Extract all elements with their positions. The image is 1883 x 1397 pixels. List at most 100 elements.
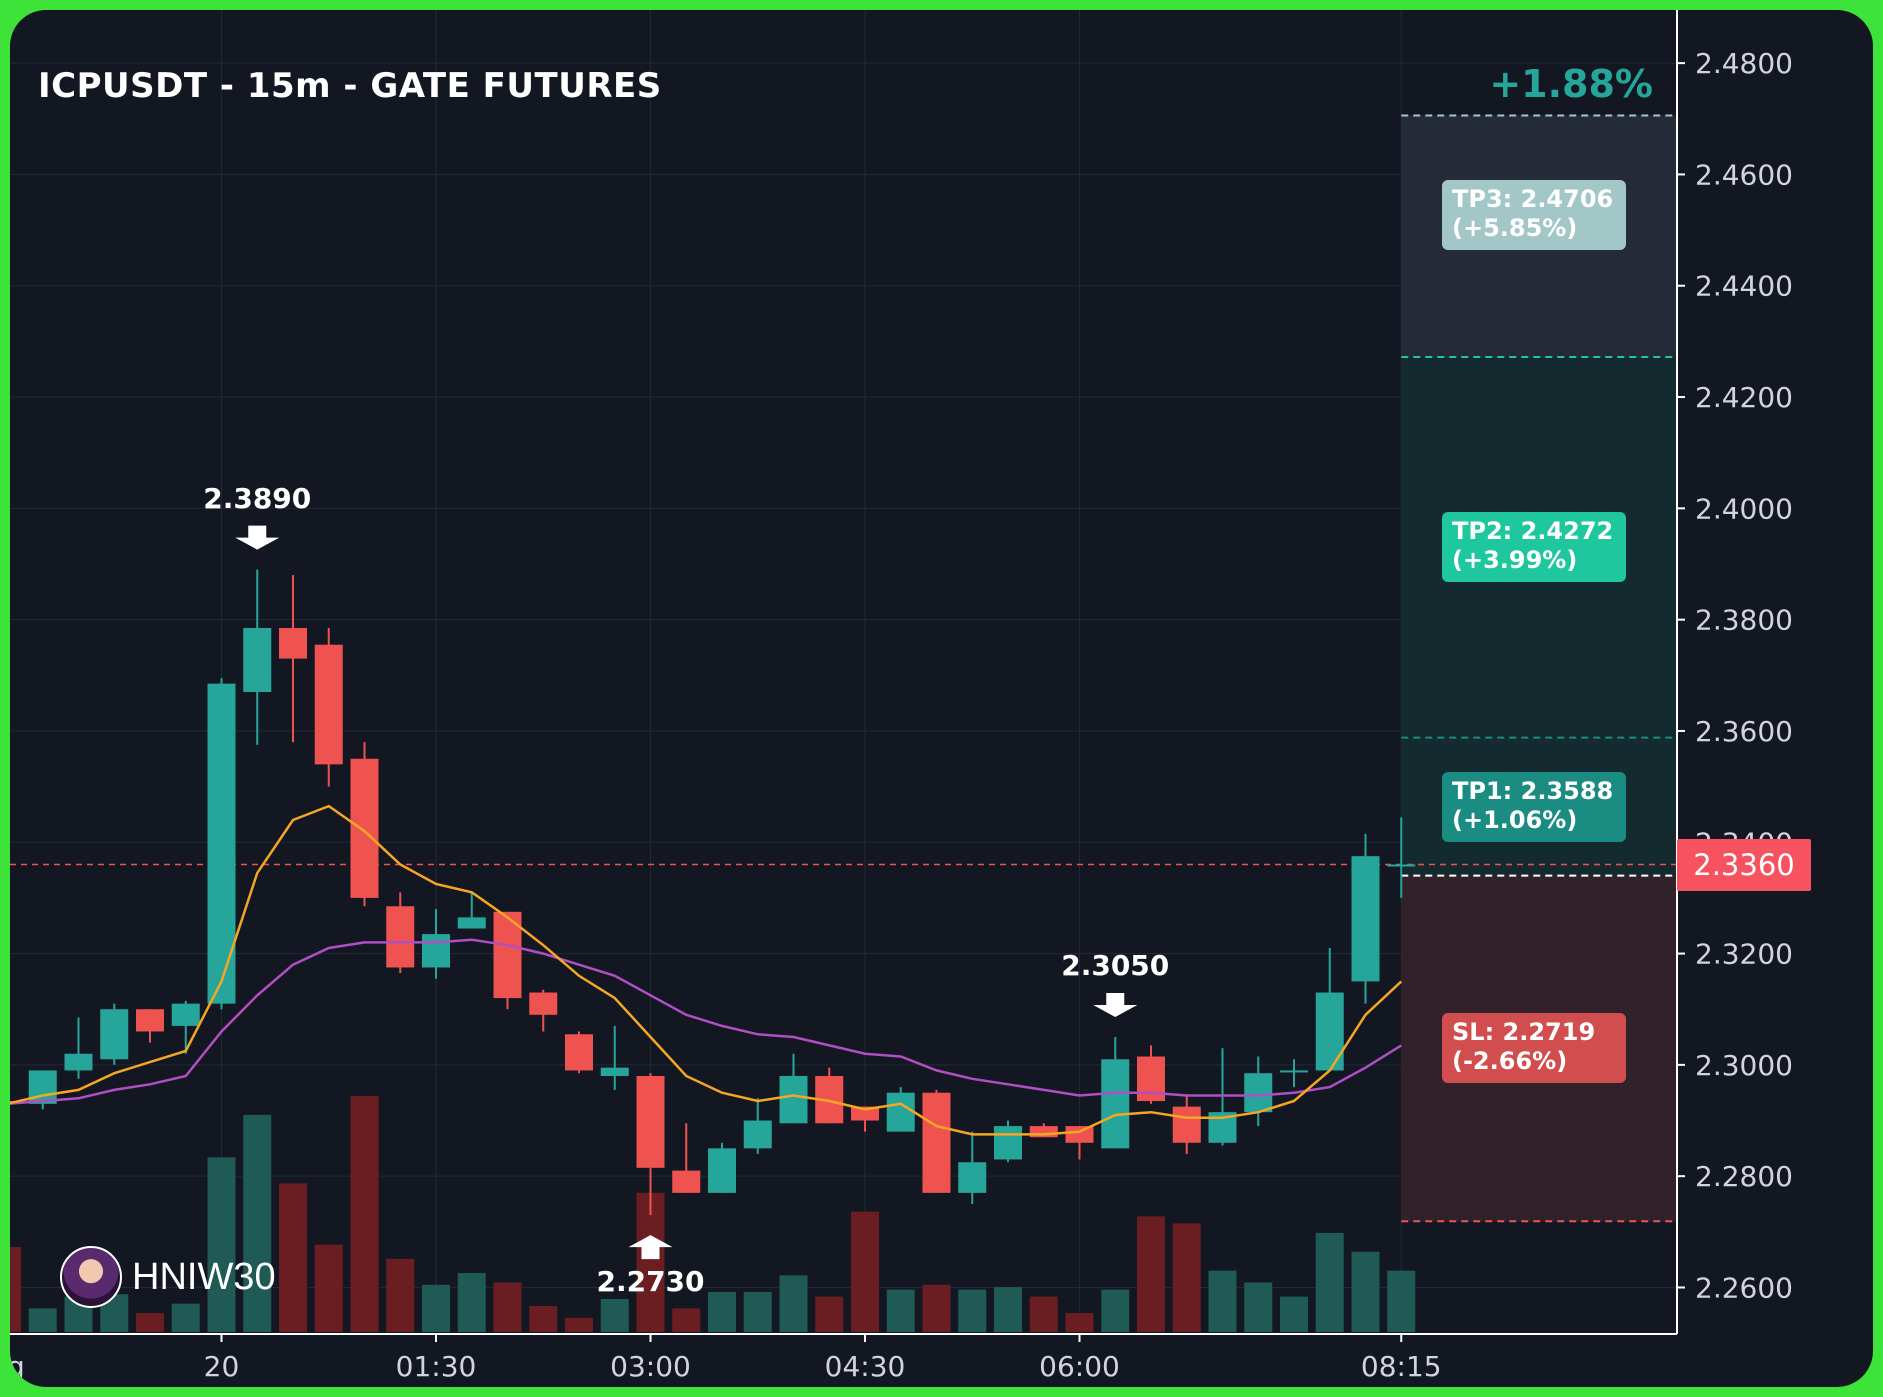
volume-bar bbox=[1172, 1223, 1201, 1332]
current-price-tag: 2.3360 bbox=[1677, 838, 1811, 891]
candle-body bbox=[243, 628, 272, 692]
candle-body bbox=[386, 906, 415, 968]
volume-bar bbox=[958, 1289, 987, 1332]
author-name: HNIW30 bbox=[132, 1255, 276, 1298]
volume-bar bbox=[600, 1298, 629, 1332]
volume-bar bbox=[815, 1296, 844, 1332]
volume-bar bbox=[1029, 1296, 1058, 1332]
y-tick-label: 2.4000 bbox=[1695, 492, 1793, 525]
candle-body bbox=[136, 1009, 164, 1032]
tp3-level-pct: (+5.85%) bbox=[1452, 214, 1578, 243]
volume-bar bbox=[279, 1183, 307, 1332]
x-tick-label: 20 bbox=[204, 1350, 240, 1383]
tp2-level-pct: (+3.99%) bbox=[1452, 546, 1578, 575]
x-tick-label: ug bbox=[10, 1350, 25, 1383]
up-arrow-icon bbox=[628, 1235, 673, 1260]
candle-body bbox=[1172, 1106, 1201, 1143]
volume-bar bbox=[136, 1313, 164, 1332]
y-tick-label: 2.2600 bbox=[1695, 1271, 1793, 1304]
candle-body bbox=[64, 1053, 93, 1071]
candle-body bbox=[457, 917, 486, 929]
x-tick-label: 01:30 bbox=[396, 1350, 477, 1383]
sl-level-box: SL: 2.2719 (-2.66%) bbox=[1442, 1013, 1626, 1084]
y-tick-label: 2.2800 bbox=[1695, 1160, 1793, 1193]
volume-bar bbox=[350, 1096, 379, 1332]
y-tick-label: 2.4800 bbox=[1695, 47, 1793, 80]
ma-slow-line bbox=[10, 938, 1402, 1105]
volume-bar bbox=[243, 1114, 272, 1332]
y-tick-label: 2.3200 bbox=[1695, 938, 1793, 971]
candle-body bbox=[708, 1148, 736, 1193]
candle-body bbox=[922, 1092, 951, 1193]
tp2-level-text: TP2: 2.4272 bbox=[1452, 517, 1614, 546]
volume-bar bbox=[1387, 1270, 1416, 1332]
candle-body bbox=[779, 1076, 808, 1124]
candle-body bbox=[171, 1003, 200, 1026]
y-tick-label: 2.3000 bbox=[1695, 1049, 1793, 1082]
volume-bar bbox=[1065, 1313, 1094, 1332]
volume-bar bbox=[743, 1291, 772, 1332]
volume-bar bbox=[994, 1287, 1022, 1332]
y-tick-label: 2.3800 bbox=[1695, 604, 1793, 637]
candle-body bbox=[565, 1034, 593, 1071]
candle-body bbox=[279, 628, 307, 659]
candle-body bbox=[1280, 1070, 1308, 1073]
volume-bar bbox=[1101, 1289, 1130, 1332]
volume-bar bbox=[529, 1306, 558, 1332]
candle-body bbox=[600, 1067, 629, 1076]
volume-bars bbox=[10, 1096, 1416, 1332]
volume-bar bbox=[636, 1192, 665, 1332]
volume-bar bbox=[1351, 1251, 1380, 1332]
candles bbox=[10, 569, 1416, 1216]
ma-fast-line bbox=[10, 804, 1403, 1136]
candle-body bbox=[1101, 1059, 1130, 1149]
volume-bar bbox=[672, 1308, 701, 1332]
candle-body bbox=[994, 1126, 1022, 1160]
avatar-icon bbox=[60, 1246, 122, 1308]
candle-body bbox=[314, 644, 343, 765]
volume-bar bbox=[565, 1317, 593, 1332]
x-tick-label: 06:00 bbox=[1039, 1350, 1120, 1383]
volume-bar bbox=[457, 1273, 486, 1332]
candle-body bbox=[422, 934, 450, 968]
chart-title: ICPUSDT - 15m - GATE FUTURES bbox=[38, 66, 662, 106]
down-arrow-icon bbox=[1093, 993, 1138, 1018]
tp2-level-box: TP2: 2.4272 (+3.99%) bbox=[1442, 512, 1626, 583]
tp1-level-pct: (+1.06%) bbox=[1452, 805, 1578, 834]
volume-bar bbox=[10, 1247, 21, 1332]
tp3-level-text: TP3: 2.4706 bbox=[1452, 185, 1614, 214]
volume-bar bbox=[493, 1282, 522, 1332]
candle-body bbox=[672, 1170, 701, 1193]
volume-bar bbox=[1137, 1216, 1165, 1332]
volume-bar bbox=[779, 1275, 808, 1332]
tp1-level-box: TP1: 2.3588 (+1.06%) bbox=[1442, 771, 1626, 842]
y-tick-label: 2.4400 bbox=[1695, 270, 1793, 303]
volume-bar bbox=[1208, 1270, 1237, 1332]
volume-bar bbox=[708, 1291, 736, 1332]
author-badge[interactable]: HNIW30 bbox=[60, 1246, 276, 1308]
volume-bar bbox=[28, 1308, 57, 1332]
x-tick-label: 04:30 bbox=[825, 1350, 906, 1383]
volume-bar bbox=[207, 1157, 236, 1332]
candle-body bbox=[743, 1120, 772, 1149]
volume-bar bbox=[1315, 1232, 1344, 1332]
sl-level-text: SL: 2.2719 bbox=[1452, 1018, 1596, 1047]
change-percent-label: +1.88% bbox=[1489, 62, 1653, 106]
candle-body bbox=[1065, 1126, 1094, 1143]
x-tick-label: 08:15 bbox=[1361, 1350, 1442, 1383]
candle-body bbox=[1351, 856, 1380, 982]
y-tick-label: 2.4200 bbox=[1695, 381, 1793, 414]
annotation-low-label: 2.2730 bbox=[596, 1265, 705, 1299]
candle-body bbox=[636, 1076, 665, 1168]
candle-body bbox=[100, 1009, 129, 1060]
candle-body bbox=[1387, 864, 1416, 867]
x-tick-label: 03:00 bbox=[610, 1350, 691, 1383]
tp3-level-box: TP3: 2.4706 (+5.85%) bbox=[1442, 180, 1626, 251]
volume-bar bbox=[171, 1303, 200, 1332]
y-tick-label: 2.3600 bbox=[1695, 715, 1793, 748]
candle-body bbox=[1315, 992, 1344, 1071]
volume-bar bbox=[422, 1284, 450, 1332]
candle-body bbox=[851, 1106, 879, 1121]
candle-body bbox=[958, 1162, 987, 1193]
annotation-high-label-2: 2.3050 bbox=[1061, 949, 1170, 983]
